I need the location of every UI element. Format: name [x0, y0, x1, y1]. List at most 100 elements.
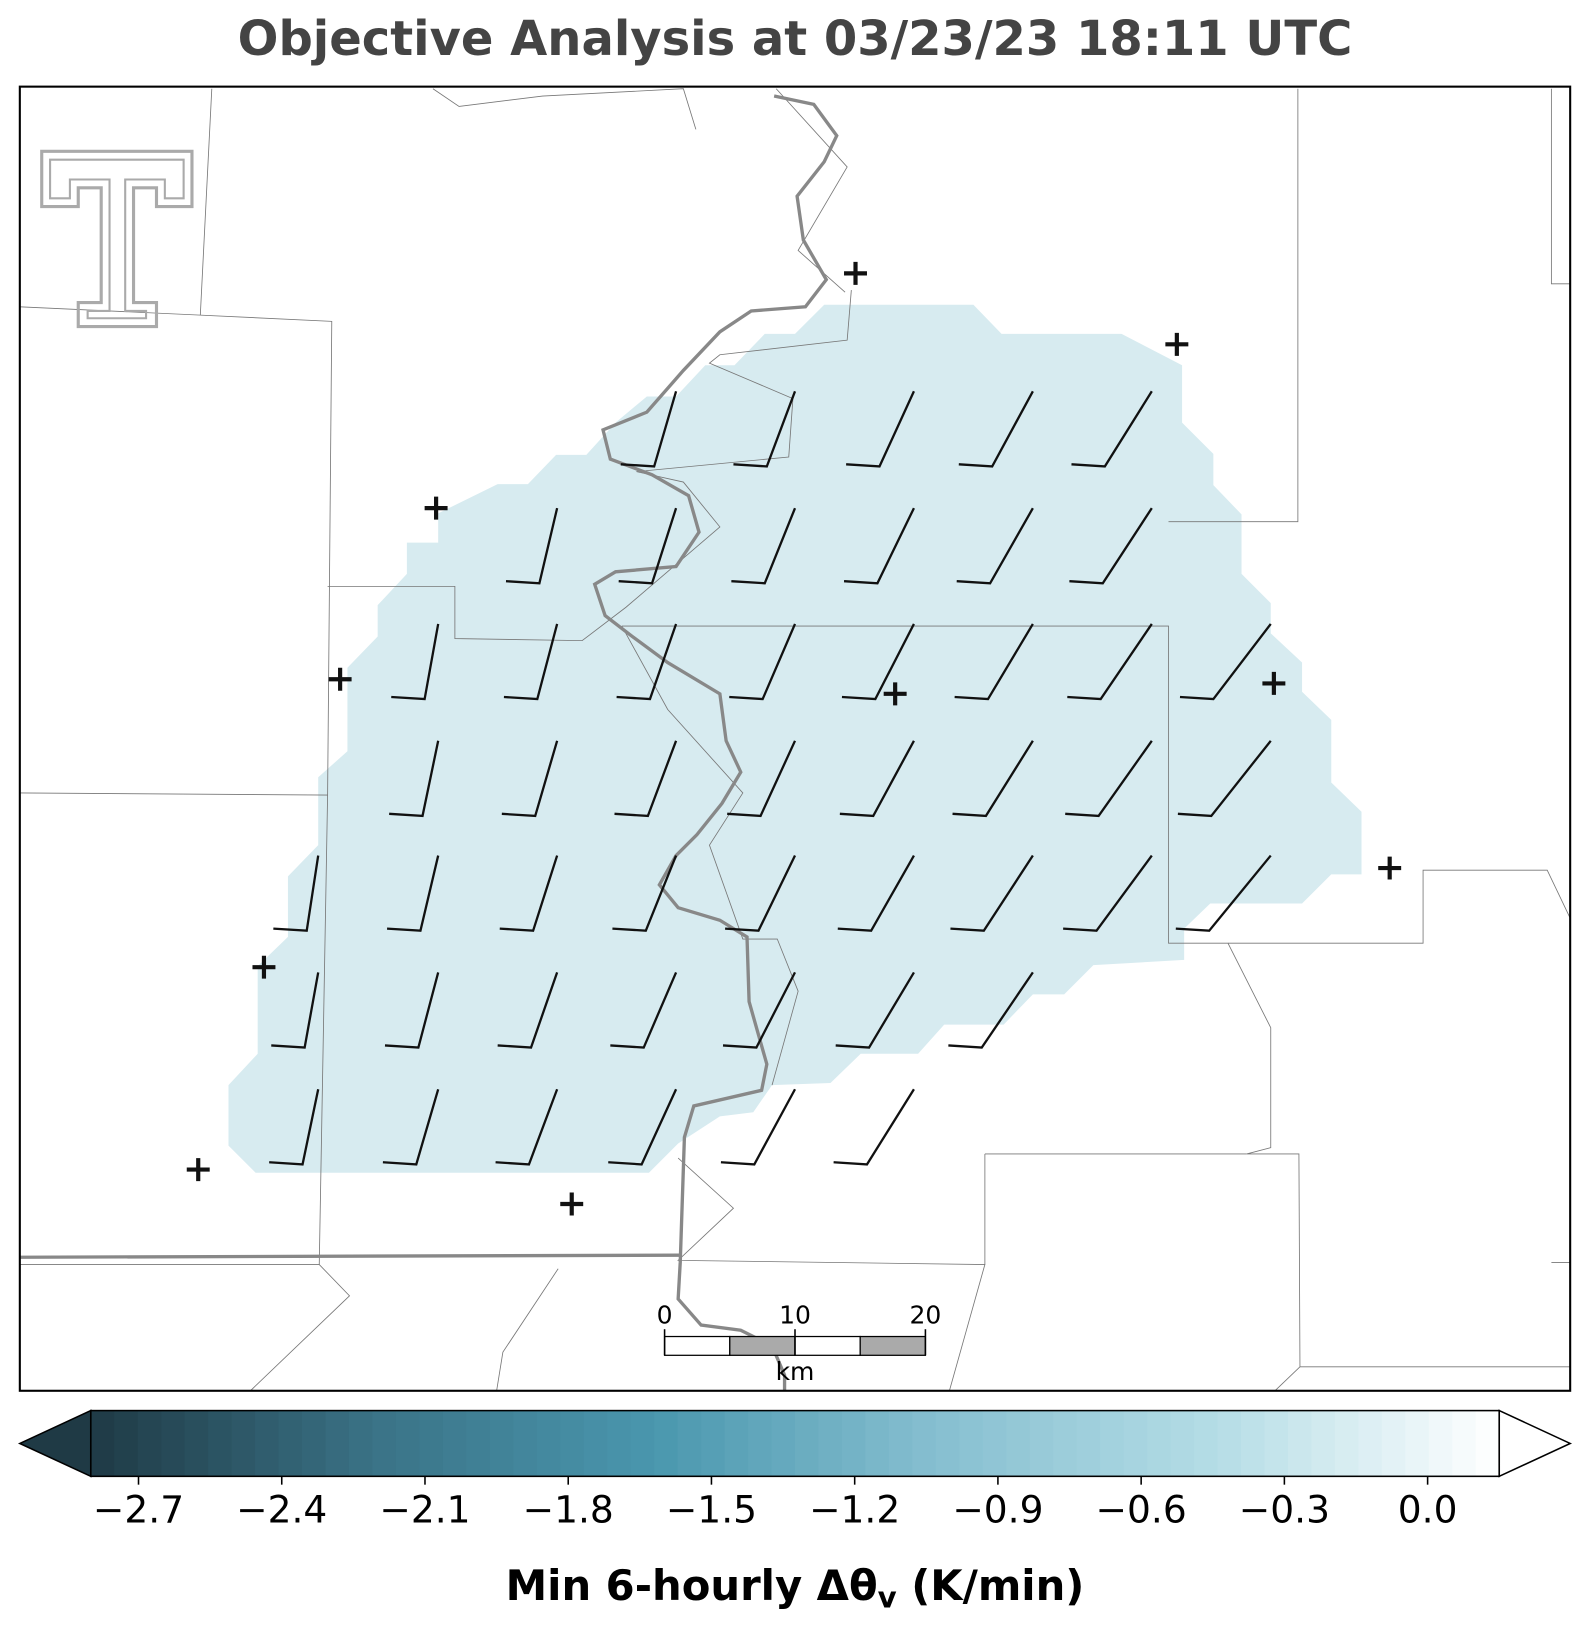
colorbar-level — [302, 1410, 327, 1477]
wind-barb — [720, 1088, 797, 1166]
wind-barb — [1063, 854, 1153, 932]
wind-barb — [950, 854, 1034, 932]
wind-barb — [495, 1088, 559, 1166]
colorbar-level — [1076, 1410, 1101, 1477]
colorbar-level — [1241, 1410, 1266, 1477]
wind-barb — [382, 1088, 440, 1166]
station-marker — [424, 496, 448, 520]
colorbar-level — [325, 1410, 350, 1477]
colorbar-level — [231, 1410, 256, 1477]
wind-barb — [948, 971, 1034, 1049]
wind-barb — [1177, 740, 1272, 818]
colorbar: −2.7 −2.4 −2.1 −1.8 −1.5 −1.2 −0.9 −0.6 −0.3 0.0 — [17, 1409, 1573, 1531]
station-marker — [560, 1192, 584, 1216]
wind-barb — [391, 623, 440, 701]
colorbar-level — [654, 1410, 679, 1477]
colorbar-level — [1381, 1410, 1406, 1477]
colorbar-level — [1334, 1410, 1360, 1477]
station-marker — [883, 682, 907, 706]
wind-barb — [1175, 854, 1272, 932]
colorbar-level — [1452, 1410, 1477, 1477]
colorbar-level — [1287, 1410, 1313, 1477]
colorbar-label-text: Min 6-hourly Δθ — [506, 1561, 878, 1610]
wind-barb — [1067, 623, 1153, 701]
colorbar-level — [489, 1410, 514, 1477]
station-marker — [1378, 856, 1402, 880]
wind-barb — [833, 1088, 915, 1166]
station-marker — [1165, 332, 1189, 356]
colorbar-level — [137, 1410, 162, 1477]
wind-barb — [727, 740, 797, 818]
colorbar-level — [1123, 1410, 1148, 1477]
wind-barb — [837, 854, 915, 932]
county-borders — [19, 88, 1571, 1392]
wind-barb — [1069, 507, 1153, 585]
colorbar-level — [1405, 1410, 1430, 1477]
colorbar-level — [536, 1410, 561, 1477]
wind-barb — [839, 740, 915, 818]
colorbar-level — [959, 1410, 984, 1477]
station-marker — [328, 667, 352, 691]
colorbar-level — [888, 1410, 913, 1477]
wind-barb — [505, 507, 559, 585]
colorbar-level — [419, 1410, 444, 1477]
colorbar-level — [278, 1410, 303, 1477]
colorbar-tick-label: −0.6 — [1096, 1487, 1187, 1531]
wind-barb — [501, 740, 559, 818]
colorbar-level — [1358, 1410, 1383, 1477]
wind-barb — [616, 623, 678, 701]
station-marker — [252, 955, 276, 979]
colorbar-label: Min 6-hourly Δθv (K/min) — [506, 1561, 1085, 1614]
scale-segment — [729, 1335, 796, 1356]
scale-bar: 0 10 20 km — [657, 1301, 942, 1386]
colorbar-tick-label: −0.9 — [952, 1487, 1043, 1531]
colorbar-level — [114, 1410, 139, 1477]
colorbar-level — [90, 1410, 115, 1477]
scale-tick-label: 10 — [779, 1301, 811, 1330]
colorbar-level — [583, 1410, 608, 1477]
colorbar-level — [348, 1410, 374, 1477]
river — [19, 94, 839, 1391]
station-marker — [186, 1158, 210, 1182]
colorbar-label-suffix: (K/min) — [897, 1561, 1085, 1610]
colorbar-label-subscript: v — [878, 1580, 897, 1614]
colorbar-level — [1311, 1410, 1336, 1477]
colorbar-level — [208, 1410, 233, 1477]
colorbar-level — [1029, 1410, 1054, 1477]
colorbar-level — [677, 1410, 702, 1477]
scale-tick-label: 20 — [909, 1301, 941, 1330]
colorbar-level — [1147, 1410, 1172, 1477]
wind-barb — [503, 623, 559, 701]
wind-barb — [846, 390, 915, 468]
scale-unit: km — [776, 1357, 815, 1386]
colorbar-level — [1100, 1410, 1125, 1477]
colorbar-tick-label: −2.7 — [93, 1487, 184, 1531]
colorbar-level — [1170, 1410, 1195, 1477]
wind-barb — [952, 740, 1034, 818]
map-area: 0 10 20 km — [18, 85, 1572, 1392]
wind-barb — [497, 972, 559, 1049]
colorbar-outline — [89, 1409, 1501, 1478]
colorbar-tick-label: −1.2 — [809, 1487, 900, 1531]
colorbar-extend-high — [1498, 1409, 1573, 1478]
wind-barb — [1065, 740, 1153, 818]
colorbar-level — [1217, 1410, 1242, 1477]
colorbar-tick-label: −2.4 — [236, 1487, 327, 1531]
colorbar-level — [161, 1410, 186, 1477]
colorbar-level — [255, 1410, 280, 1477]
colorbar-level — [630, 1410, 655, 1477]
colorbar-level — [372, 1410, 397, 1477]
wind-barb — [841, 623, 915, 701]
wind-barb — [843, 507, 915, 585]
colorbar-level — [795, 1410, 820, 1477]
station-markers — [186, 261, 1402, 1216]
colorbar-level — [442, 1410, 467, 1477]
wind-barb — [731, 507, 797, 585]
colorbar-level — [395, 1410, 421, 1477]
colorbar-level — [1006, 1410, 1031, 1477]
colorbar-level — [513, 1410, 538, 1477]
wind-barb — [499, 855, 559, 932]
colorbar-level — [560, 1410, 585, 1477]
